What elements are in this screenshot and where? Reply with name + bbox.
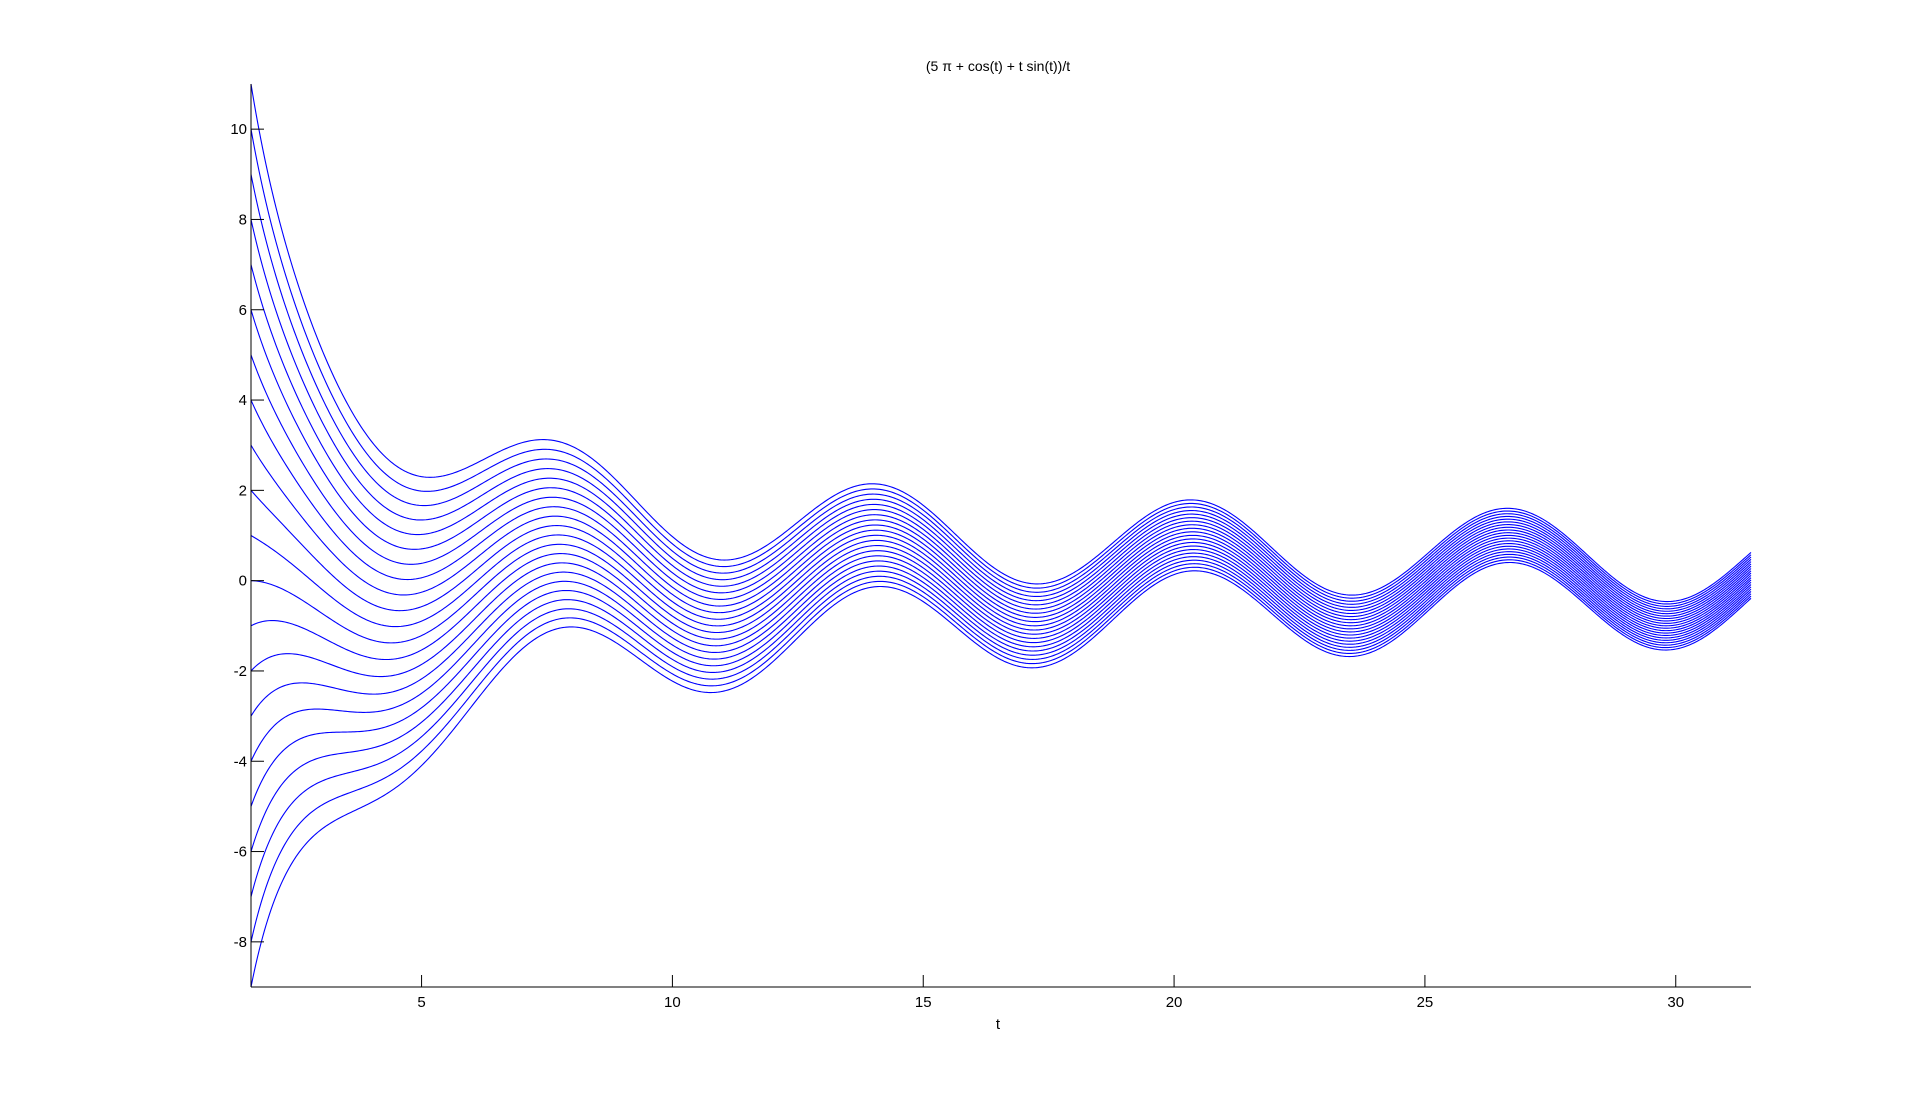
series-line-10	[250, 489, 1752, 624]
x-tick-label: 5	[417, 994, 425, 1011]
series-line-7	[250, 354, 1752, 617]
series-line-13	[250, 540, 1752, 661]
y-tick-label: 6	[239, 302, 247, 319]
x-tick-layer: 5 10 15 20 25 30	[417, 975, 1684, 1011]
series-line-19	[250, 556, 1752, 897]
axes-layer	[250, 84, 1751, 988]
series-line-3	[250, 174, 1752, 607]
y-tick-label: -8	[234, 934, 247, 951]
series-line-21	[250, 561, 1752, 988]
series-line-4	[250, 219, 1752, 610]
series-line-8	[250, 399, 1752, 620]
series-line-20	[250, 559, 1752, 942]
series-line-18	[250, 553, 1752, 852]
series-line-5	[250, 264, 1752, 612]
y-tick-label: 4	[239, 392, 247, 409]
x-tick-label: 25	[1417, 994, 1434, 1011]
series-line-2	[250, 129, 1752, 605]
series-line-1	[250, 83, 1752, 603]
y-tick-label: 0	[239, 573, 247, 590]
series-line-16	[250, 548, 1752, 762]
y-tick-label: -4	[234, 753, 247, 770]
series-line-9	[250, 444, 1752, 622]
x-tick-label: 10	[664, 994, 681, 1011]
x-tick-label: 15	[915, 994, 932, 1011]
y-tick-label: -6	[234, 844, 247, 861]
x-tick-label: 20	[1166, 994, 1183, 1011]
y-tick-label: 10	[230, 121, 247, 138]
series-line-6	[250, 309, 1752, 615]
series-line-17	[250, 551, 1752, 807]
y-tick-layer: -8 -6 -4 -2 0 2 4 6 8 10	[230, 121, 264, 951]
series-line-14	[250, 542, 1752, 678]
series-line-11	[250, 534, 1752, 628]
y-tick-label: 8	[239, 211, 247, 228]
y-tick-label: 2	[239, 482, 247, 499]
x-tick-label: 30	[1667, 994, 1684, 1011]
x-axis-title: t	[996, 1016, 1001, 1033]
chart-title: (5 π + cos(t) + t sin(t))/t	[926, 58, 1070, 74]
y-tick-label: -2	[234, 663, 247, 680]
series-line-12	[250, 537, 1752, 644]
series-line-15	[250, 545, 1752, 717]
series-layer	[250, 83, 1752, 988]
